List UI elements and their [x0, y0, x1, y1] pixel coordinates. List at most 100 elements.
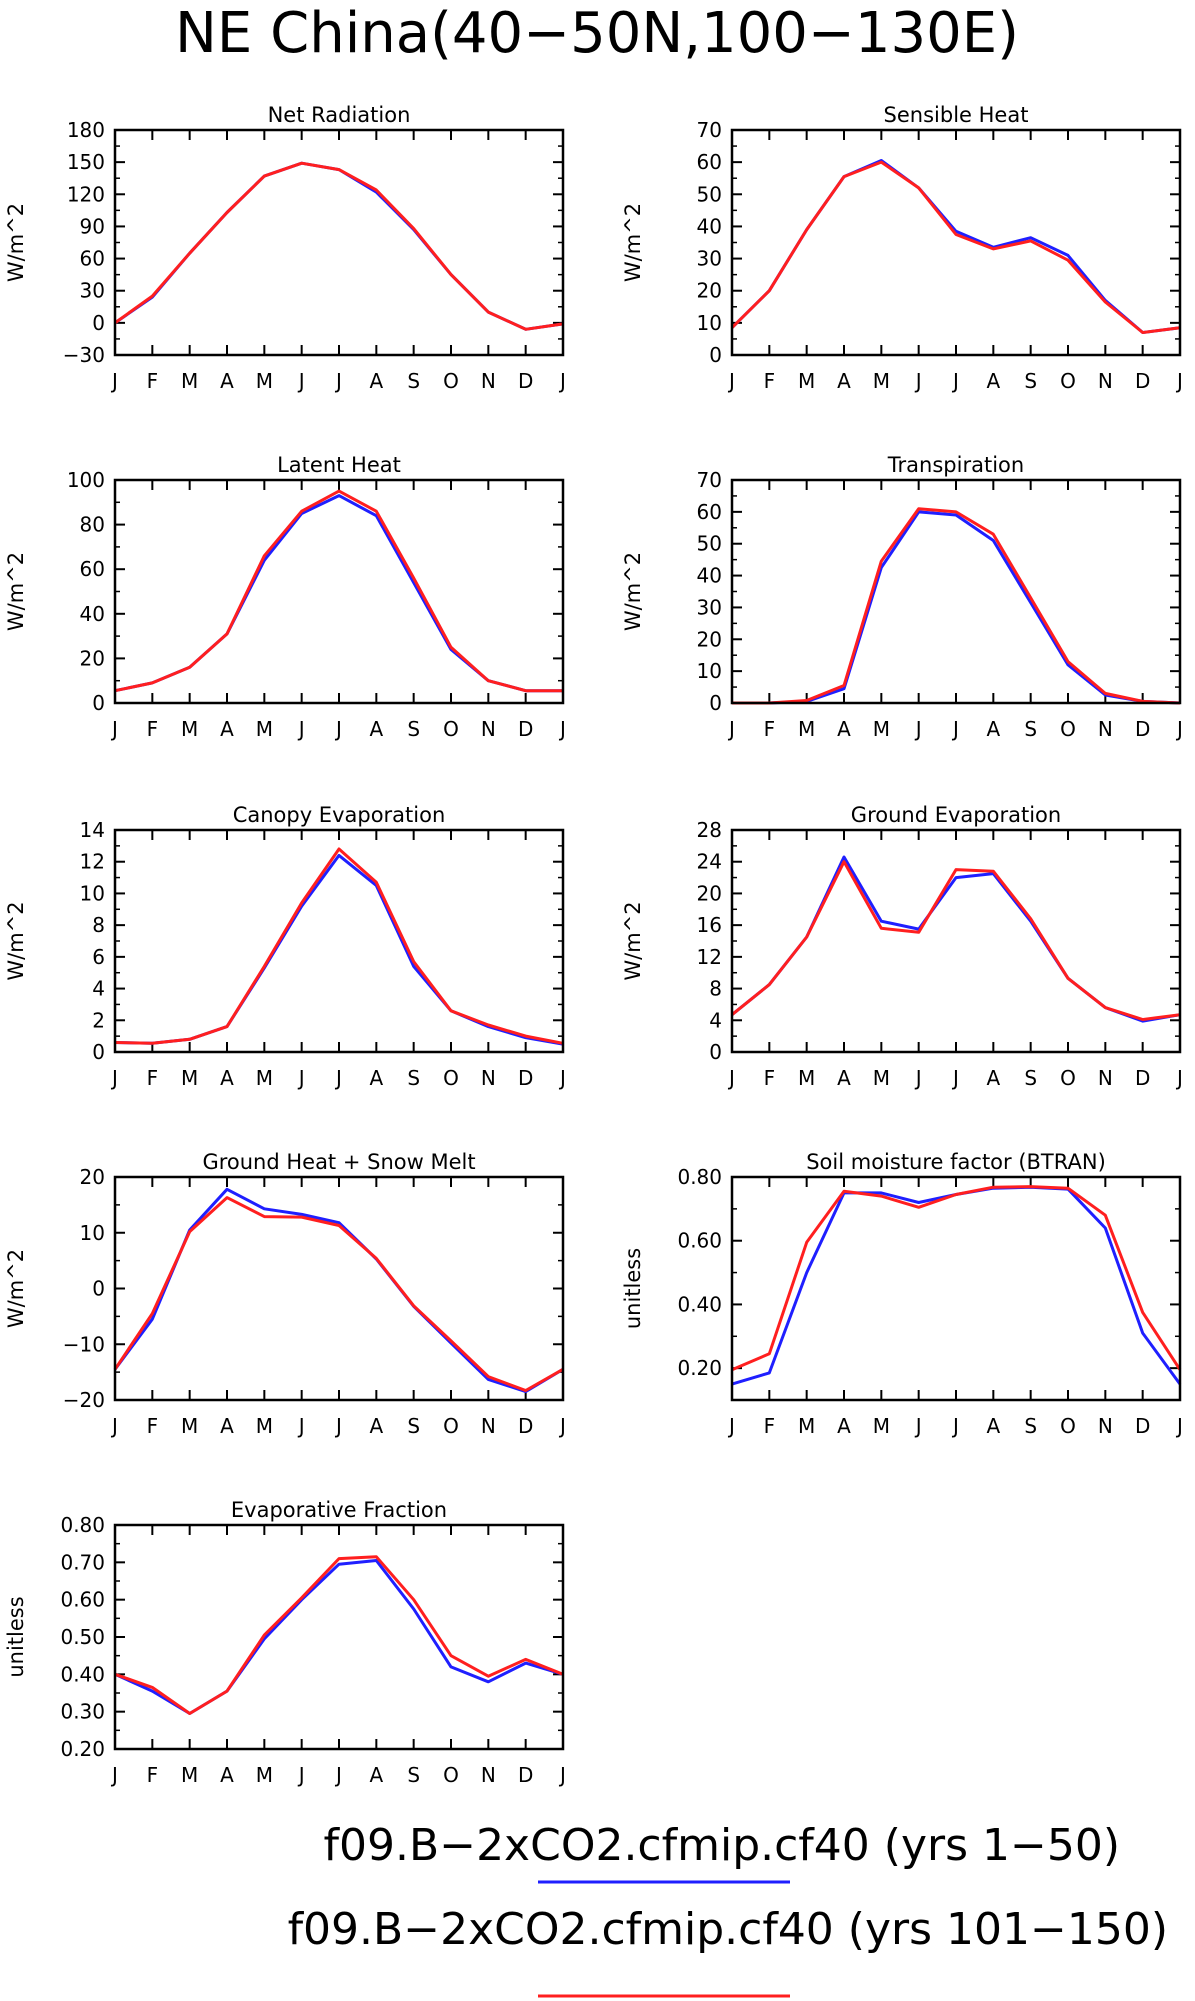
y-tick-label: 0	[92, 1277, 105, 1301]
panel-title: Sensible Heat	[884, 103, 1029, 127]
x-tick-label: J	[110, 1066, 118, 1090]
chart-panel: Evaporative Fraction unitless 0.20 0.30 0.40…	[4, 1498, 566, 1787]
x-tick-label: M	[256, 717, 273, 741]
series-line	[114, 161, 564, 331]
panel-title: Ground Evaporation	[851, 803, 1061, 827]
x-tick-label: A	[986, 717, 1000, 741]
x-tick-label: J	[727, 717, 735, 741]
y-tick-label: 10	[80, 881, 105, 905]
x-tick-label: O	[443, 1066, 459, 1090]
x-tick-label: A	[220, 1066, 234, 1090]
x-tick-label: S	[1024, 369, 1037, 393]
x-tick-label: J	[110, 1763, 118, 1787]
series-line	[732, 510, 1181, 705]
y-tick-label: 20	[697, 881, 722, 905]
y-tick-label: 30	[697, 247, 722, 271]
y-tick-label: 50	[697, 532, 722, 556]
x-tick-label: S	[407, 717, 420, 741]
x-tick-label: J	[558, 369, 566, 393]
y-tick-label: 12	[80, 850, 105, 874]
x-tick-label: A	[369, 1414, 383, 1438]
x-tick-label: D	[518, 369, 533, 393]
x-tick-label: A	[837, 717, 851, 741]
x-tick-label: D	[518, 1066, 533, 1090]
x-tick-label: D	[518, 1414, 533, 1438]
y-tick-label: 16	[697, 913, 722, 937]
y-tick-label: 0.40	[677, 1292, 722, 1316]
y-tick-label: 60	[697, 150, 722, 174]
y-tick-label: 0	[92, 1040, 105, 1064]
y-tick-label: 100	[67, 468, 105, 492]
x-tick-label: J	[297, 717, 305, 741]
y-tick-label: 60	[697, 500, 722, 524]
y-tick-label: 40	[80, 602, 105, 626]
panel-title: Soil moisture factor (BTRAN)	[806, 1150, 1106, 1174]
x-tick-label: O	[443, 1414, 459, 1438]
x-tick-label: N	[1098, 1066, 1113, 1090]
x-tick-label: S	[1024, 1066, 1037, 1090]
x-tick-label: N	[1098, 717, 1113, 741]
x-tick-label: O	[443, 1763, 459, 1787]
series-line	[731, 860, 1181, 1021]
y-tick-label: 0	[92, 691, 105, 715]
x-tick-label: M	[181, 369, 198, 393]
y-tick-label: 60	[80, 557, 105, 581]
y-tick-label: 8	[92, 913, 105, 937]
x-tick-label: J	[334, 1066, 342, 1090]
y-tick-label: 70	[697, 118, 722, 142]
x-tick-label: J	[334, 1414, 342, 1438]
x-tick-label: S	[1024, 1414, 1037, 1438]
x-tick-label: M	[256, 1066, 273, 1090]
y-axis-label: W/m^2	[4, 901, 28, 980]
x-tick-label: J	[110, 717, 118, 741]
series-line	[731, 1185, 1182, 1386]
y-tick-label: 4	[92, 977, 105, 1001]
x-tick-label: A	[220, 1414, 234, 1438]
series-line	[731, 1185, 1182, 1372]
x-tick-label: D	[1135, 1066, 1150, 1090]
x-tick-label: J	[297, 1414, 305, 1438]
x-tick-label: A	[837, 1414, 851, 1438]
x-tick-label: M	[181, 717, 198, 741]
x-tick-label: A	[986, 1414, 1000, 1438]
x-tick-label: J	[110, 1414, 118, 1438]
figure-title: NE China(40−50N,100−130E)	[175, 1, 1019, 66]
series-line	[114, 847, 564, 1045]
y-tick-label: −10	[63, 1332, 105, 1356]
y-axis-label: W/m^2	[4, 552, 28, 631]
x-tick-label: A	[220, 717, 234, 741]
x-tick-label: F	[764, 1066, 776, 1090]
x-tick-label: J	[1175, 717, 1183, 741]
y-tick-label: 0.40	[60, 1662, 105, 1686]
y-tick-label: 14	[80, 818, 105, 842]
y-tick-label: 10	[697, 311, 722, 335]
y-tick-label: 0.60	[677, 1229, 722, 1253]
chart-panel: Soil moisture factor (BTRAN) unitless 0.20…	[621, 1150, 1183, 1438]
x-tick-label: A	[369, 1763, 383, 1787]
x-tick-label: N	[481, 1414, 496, 1438]
y-tick-label: 40	[697, 214, 722, 238]
x-tick-label: A	[986, 369, 1000, 393]
panel-title: Ground Heat + Snow Melt	[202, 1150, 475, 1174]
plot-frame	[113, 1175, 565, 1402]
x-tick-label: J	[297, 1763, 305, 1787]
x-tick-label: A	[837, 1066, 851, 1090]
series-line	[731, 855, 1181, 1023]
x-tick-label: M	[873, 1414, 890, 1438]
series-line	[114, 494, 563, 693]
x-tick-label: F	[764, 369, 776, 393]
x-tick-label: J	[110, 369, 118, 393]
x-tick-label: J	[1175, 1066, 1183, 1090]
x-tick-label: M	[873, 369, 890, 393]
x-tick-label: J	[951, 717, 959, 741]
y-tick-label: −20	[63, 1388, 105, 1412]
y-tick-label: 8	[709, 977, 722, 1001]
x-tick-label: A	[369, 1066, 383, 1090]
y-axis-label: W/m^2	[621, 203, 645, 282]
y-axis-label: W/m^2	[621, 901, 645, 980]
plot-frame	[113, 478, 565, 705]
series-line	[114, 1555, 564, 1715]
x-tick-label: S	[407, 1763, 420, 1787]
